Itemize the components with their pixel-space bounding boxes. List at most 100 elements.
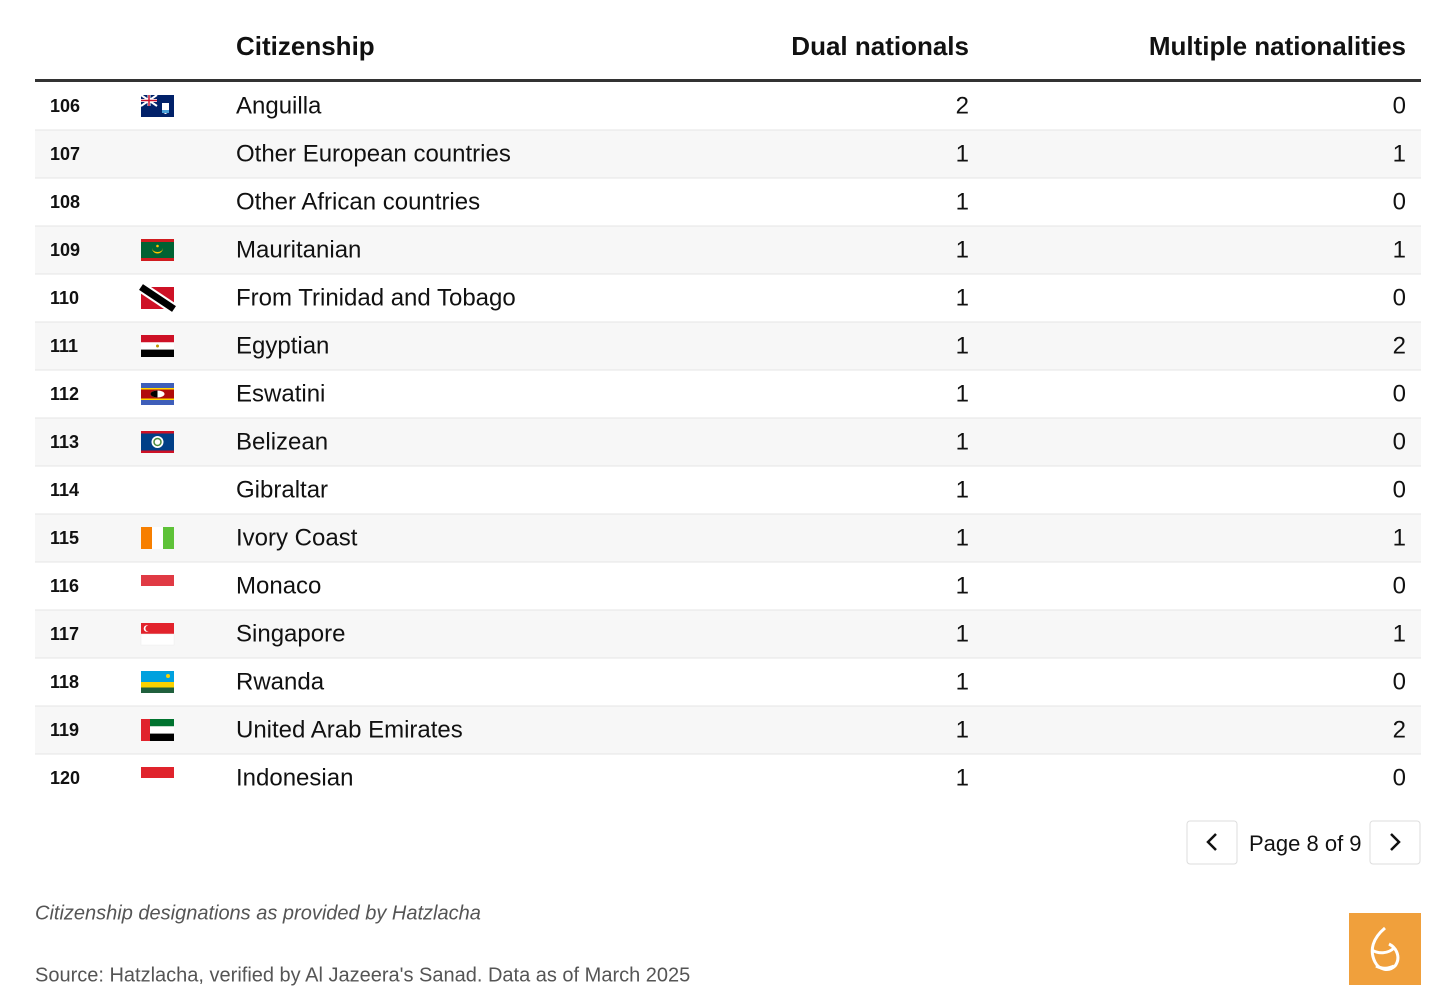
flag <box>141 575 174 597</box>
row-background <box>35 706 1421 754</box>
dual-nationals: 1 <box>956 188 969 215</box>
rank: 118 <box>50 672 79 692</box>
dual-nationals: 1 <box>956 524 969 551</box>
flag <box>141 431 174 453</box>
flag <box>141 767 174 789</box>
table-row: 113 Belizean 1 0 <box>35 417 1421 466</box>
header-dual: Dual nationals <box>791 31 969 61</box>
rank: 111 <box>50 336 78 356</box>
multiple-nationalities: 0 <box>1393 188 1406 215</box>
flag <box>137 282 178 314</box>
rank: 120 <box>50 768 80 788</box>
row-background <box>35 610 1421 658</box>
row-background <box>35 82 1421 130</box>
row-background <box>35 658 1421 706</box>
dual-nationals: 1 <box>956 380 969 407</box>
table-row: 110 From Trinidad and Tobago 1 0 <box>35 273 1421 322</box>
row-background <box>35 562 1421 610</box>
citizenship: Singapore <box>236 620 345 647</box>
multiple-nationalities: 0 <box>1393 476 1406 503</box>
dual-nationals: 1 <box>956 236 969 263</box>
multiple-nationalities: 1 <box>1393 620 1406 647</box>
citizenship: Other African countries <box>236 188 480 215</box>
table-row: 107 Other European countries 1 1 <box>35 129 1421 178</box>
multiple-nationalities: 1 <box>1393 524 1406 551</box>
note: Citizenship designations as provided by … <box>35 902 481 924</box>
citizenship: Egyptian <box>236 332 329 359</box>
rank: 117 <box>50 624 79 644</box>
flag <box>141 527 174 549</box>
rank: 110 <box>50 288 79 308</box>
rank: 109 <box>50 240 80 260</box>
table-body: 106 Anguilla 2 0 107 Other European countries… <box>35 82 1421 802</box>
row-background <box>35 322 1421 370</box>
prev-button[interactable] <box>1186 820 1238 865</box>
dual-nationals: 1 <box>956 668 969 695</box>
multiple-nationalities: 0 <box>1393 668 1406 695</box>
multiple-nationalities: 2 <box>1393 716 1406 743</box>
logo <box>1349 913 1421 985</box>
multiple-nationalities: 2 <box>1393 332 1406 359</box>
flag <box>141 335 174 357</box>
multiple-nationalities: 0 <box>1393 764 1406 791</box>
multiple-nationalities: 0 <box>1393 428 1406 455</box>
table-row: 116 Monaco 1 0 <box>35 561 1421 610</box>
citizenship: United Arab Emirates <box>236 716 463 743</box>
multiple-nationalities: 0 <box>1393 284 1406 311</box>
header-citizenship: Citizenship <box>236 31 375 61</box>
table-row: 106 Anguilla 2 0 <box>35 82 1421 130</box>
rank: 112 <box>50 384 79 404</box>
rank: 119 <box>50 720 79 740</box>
citizenship: Anguilla <box>236 92 322 119</box>
rank: 107 <box>50 144 80 164</box>
multiple-nationalities: 1 <box>1393 236 1406 263</box>
source: Source: Hatzlacha, verified by Al Jazeer… <box>35 964 690 986</box>
table-row: 112 Eswatini 1 0 <box>35 369 1421 418</box>
row-background <box>35 178 1421 226</box>
rank: 114 <box>50 480 79 500</box>
flag <box>140 94 174 117</box>
multiple-nationalities: 0 <box>1393 380 1406 407</box>
multiple-nationalities: 0 <box>1393 92 1406 119</box>
flag <box>141 719 174 741</box>
table-row: 118 Rwanda 1 0 <box>35 657 1421 706</box>
dual-nationals: 1 <box>956 332 969 359</box>
rank: 106 <box>50 96 80 116</box>
dual-nationals: 1 <box>956 620 969 647</box>
header-rule <box>35 79 1421 82</box>
table-row: 115 Ivory Coast 1 1 <box>35 513 1421 562</box>
citizenship: Ivory Coast <box>236 524 358 551</box>
row-background <box>35 466 1421 514</box>
citizenship: Indonesian <box>236 764 353 791</box>
citizenship: Other European countries <box>236 140 511 167</box>
rank: 115 <box>50 528 79 548</box>
table-row: 108 Other African countries 1 0 <box>35 177 1421 226</box>
citizenship: Mauritanian <box>236 236 361 263</box>
flag <box>141 383 174 405</box>
page-label: Page 8 of 9 <box>1249 831 1362 856</box>
citizenship: Monaco <box>236 572 321 599</box>
row-background <box>35 418 1421 466</box>
row-background <box>35 370 1421 418</box>
citizenship: Rwanda <box>236 668 325 695</box>
flag <box>140 623 175 646</box>
table-row: 119 United Arab Emirates 1 2 <box>35 705 1421 754</box>
multiple-nationalities: 1 <box>1393 140 1406 167</box>
dual-nationals: 2 <box>956 92 969 119</box>
dual-nationals: 1 <box>956 428 969 455</box>
row-background <box>35 130 1421 178</box>
header-multiple: Multiple nationalities <box>1149 31 1406 61</box>
citizenship: Gibraltar <box>236 476 328 503</box>
multiple-nationalities: 0 <box>1393 572 1406 599</box>
table-row: 117 Singapore 1 1 <box>35 609 1421 658</box>
rank: 116 <box>50 576 79 596</box>
row-background <box>35 226 1421 274</box>
row-background <box>35 274 1421 322</box>
table-row: 109 Mauritanian 1 1 <box>35 225 1421 274</box>
flag <box>141 671 174 693</box>
table-row: 120 Indonesian 1 0 <box>35 753 1421 802</box>
citizenship: Belizean <box>236 428 328 455</box>
rank: 113 <box>50 432 79 452</box>
next-button[interactable] <box>1369 820 1421 865</box>
